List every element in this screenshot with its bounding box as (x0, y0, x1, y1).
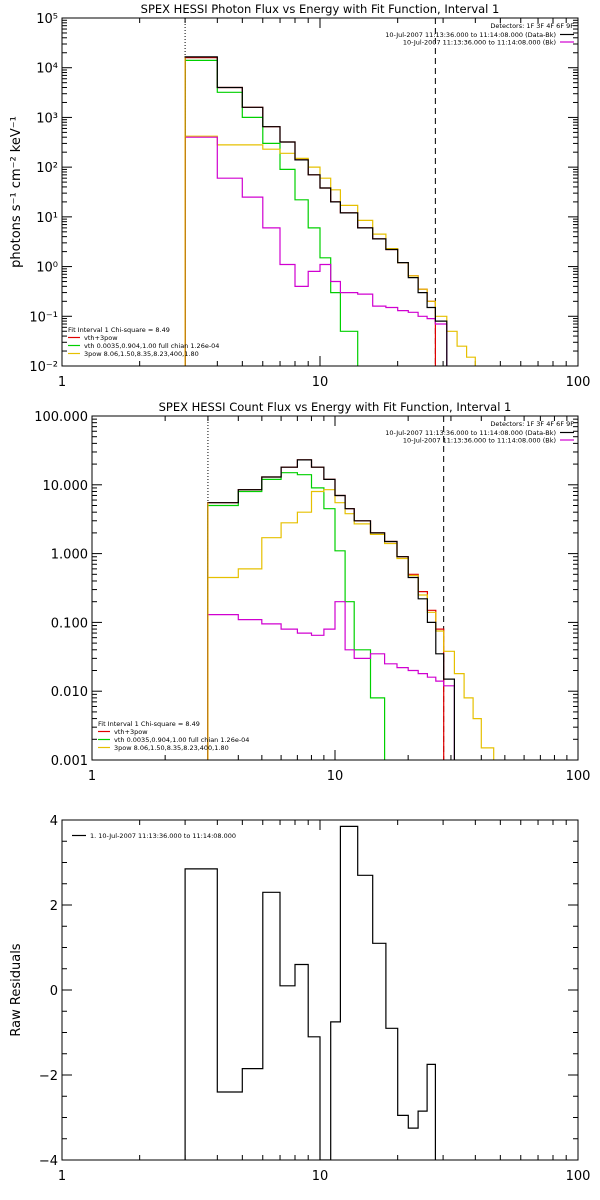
y-tick-label: 0.010 (51, 685, 88, 700)
y-tick-label: 0.100 (51, 616, 88, 631)
chart-title: SPEX HESSI Photon Flux vs Energy with Fi… (141, 2, 500, 16)
y-tick-label: 10² (36, 161, 58, 176)
legend-detectors-text: Detectors: 1F 3F 4F 6F 9F (490, 420, 574, 428)
legend-top-entry-text: 10-Jul-2007 11:13:36.000 to 11:14:08.000… (403, 437, 556, 445)
y-tick-label: 0.001 (51, 754, 88, 769)
y-tick-label: 10.000 (43, 479, 89, 494)
y-tick-label: 10¹ (36, 211, 58, 226)
x-tick-label: 100 (566, 769, 591, 784)
series-vth (207, 472, 386, 760)
chart-title: SPEX HESSI Count Flux vs Energy with Fit… (159, 400, 512, 414)
y-tick-label: 0 (50, 984, 58, 999)
y-tick-label: 10⁻¹ (29, 310, 58, 325)
series-bk (207, 601, 455, 760)
series-group (184, 56, 476, 366)
legend-fit-entry-text: 3pow 8.06,1.50,8.35,8.23,400,1.80 (114, 744, 229, 752)
legend-fit-entry-text: vth 0.0035,0.904,1.00 full chian 1.26e-0… (84, 342, 219, 350)
x-tick-label: 1 (88, 769, 96, 784)
legend-top-entry-text: 10-Jul-2007 11:13:36.000 to 11:14:08.000… (385, 31, 556, 39)
chart-panel-1: SPEX HESSI Photon Flux vs Energy with Fi… (9, 2, 590, 390)
series-1-10-jul-2007-11-13-36-000-to-11-14-08-000 (184, 825, 436, 1160)
x-tick-label: 100 (566, 375, 591, 390)
y-tick-label: 10⁴ (36, 62, 58, 77)
y-axis-label: photons s⁻¹ cm⁻² keV⁻¹ (9, 116, 24, 268)
legend-top-entry-text: 10-Jul-2007 11:13:36.000 to 11:14:08.000… (385, 429, 556, 437)
series-bk (184, 136, 448, 366)
y-tick-label: 10⁻² (29, 360, 58, 375)
x-tick-label: 100 (566, 1169, 591, 1184)
x-tick-label: 1 (58, 1169, 66, 1184)
chart-panel-2: SPEX HESSI Count Flux vs Energy with Fit… (34, 400, 590, 784)
y-tick-label: −2 (39, 1069, 58, 1084)
legend-residual-text: 1. 10-Jul-2007 11:13:36.000 to 11:14:08.… (90, 832, 236, 840)
series-group (184, 825, 436, 1160)
y-tick-label: 10⁵ (36, 12, 58, 27)
y-tick-label: 1.000 (51, 548, 88, 563)
legend-fit-header-text: Fit Interval 1 Chi-square = 8.49 (68, 326, 170, 334)
chart-panel-3: 1 10 100 −4 −2 0 2 4 Raw Residuals 1. 10-Jul-2007… (9, 814, 590, 1184)
y-tick-label: 10³ (36, 111, 58, 126)
x-tick-label: 10 (312, 1169, 329, 1184)
plot-frame (61, 819, 579, 1161)
plot-frame (91, 415, 579, 761)
y-tick-label: 100.000 (34, 410, 88, 425)
plot-frame (61, 17, 579, 367)
legend-detectors-text: Detectors: 1F 3F 4F 6F 9F (490, 22, 574, 30)
y-tick-label: 4 (50, 814, 58, 829)
legend-fit-entry-text: vth+3pow (84, 334, 118, 342)
series-group (207, 459, 495, 760)
legend-fit-entry-text: vth 0.0035,0.904,1.00 full chian 1.26e-0… (114, 736, 249, 744)
series-data-bk (184, 56, 448, 366)
series-vth (184, 59, 359, 366)
x-tick-label: 10 (312, 375, 329, 390)
x-tick-label: 1 (58, 375, 66, 390)
x-tick-label: 10 (327, 769, 344, 784)
legend-fit-entry-text: 3pow 8.06,1.50,8.35,8.23,400,1.80 (84, 350, 199, 358)
y-tick-label: 2 (50, 899, 58, 914)
series-data-bk (207, 459, 455, 760)
legend-fit-entry-text: vth+3pow (114, 728, 148, 736)
legend-top-entry-text: 10-Jul-2007 11:13:36.000 to 11:14:08.000… (403, 39, 556, 47)
legend-fit-header-text: Fit Interval 1 Chi-square = 8.49 (98, 720, 200, 728)
y-axis-label: Raw Residuals (9, 943, 24, 1036)
y-tick-label: −4 (39, 1154, 58, 1169)
y-tick-label: 10⁰ (36, 261, 58, 276)
